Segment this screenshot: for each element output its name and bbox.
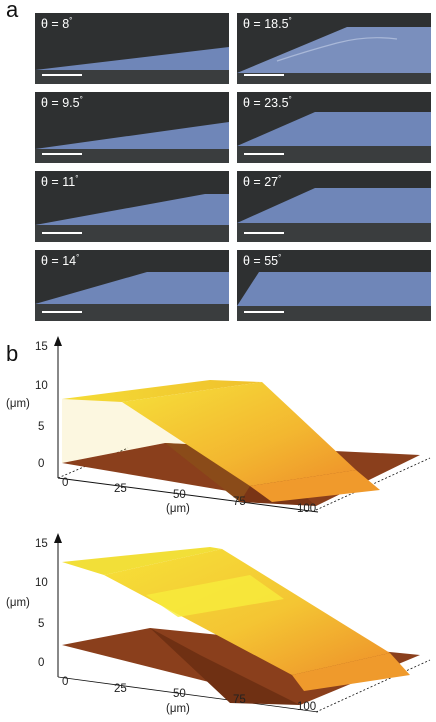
sem-image-graphic (237, 112, 431, 163)
z-axis-unit: (μm) (6, 398, 30, 410)
theta-value: θ = 8 (41, 17, 70, 32)
panel-a-letter: a (6, 0, 19, 22)
scale-bar (42, 232, 82, 234)
surface-plot-graphic (54, 336, 431, 513)
theta-value: θ = 55 (243, 254, 279, 269)
x-axis-unit: (μm) (166, 503, 190, 515)
sem-image-graphic (237, 27, 431, 84)
scale-bar (244, 232, 284, 234)
z-tick-label: 5 (38, 421, 45, 433)
degree-sign: ° (69, 16, 73, 25)
z-tick-label: 15 (35, 538, 48, 550)
scale-bar (244, 311, 284, 313)
degree-sign: ° (278, 253, 282, 262)
sem-image-theta-23-5: θ = 23.5° (237, 92, 431, 163)
sem-image-theta-27: θ = 27° (237, 171, 431, 242)
theta-value: θ = 11 (41, 175, 76, 190)
scale-bar (244, 74, 284, 76)
scale-bar (42, 311, 82, 313)
theta-value: θ = 14 (41, 254, 77, 269)
sem-image-theta-55: θ = 55° (237, 250, 431, 321)
degree-sign: ° (75, 174, 79, 183)
x-tick-label: 25 (114, 683, 127, 695)
sem-image-graphic (35, 122, 229, 163)
degree-sign: ° (288, 16, 292, 25)
degree-sign: ° (79, 95, 83, 104)
sem-image-theta-18-5: θ = 18.5° (237, 13, 431, 84)
theta-value: θ = 23.5 (243, 96, 289, 111)
x-tick-label: 100 (297, 701, 317, 713)
theta-label: θ = 9.5° (41, 95, 83, 110)
sem-image-theta-8: θ = 8° (35, 13, 229, 84)
x-tick-label: 75 (233, 694, 246, 706)
z-tick-label: 5 (38, 618, 45, 630)
theta-label: θ = 14° (41, 253, 79, 268)
sem-image-theta-9-5: θ = 9.5° (35, 92, 229, 163)
theta-value: θ = 9.5 (41, 96, 80, 111)
z-axis-unit: (μm) (6, 597, 30, 609)
x-tick-label: 50 (173, 489, 186, 501)
theta-label: θ = 27° (243, 174, 281, 189)
degree-sign: ° (278, 174, 282, 183)
degree-sign: ° (76, 253, 80, 262)
theta-value: θ = 27 (243, 175, 279, 190)
scale-bar (42, 74, 82, 76)
z-tick-label: 0 (38, 657, 45, 669)
x-tick-label: 0 (62, 676, 69, 688)
sem-image-graphic (35, 272, 229, 321)
surface-plot-graphic (54, 533, 431, 713)
z-tick-label: 10 (35, 577, 48, 589)
sem-image-graphic (237, 188, 431, 242)
panel-b-letter: b (6, 341, 19, 366)
scale-bar (42, 153, 82, 155)
surface-plot-1: 15 10 (μm) 5 0 0 25 50 (μm) 75 100 (0, 330, 436, 520)
sem-image-graphic (237, 272, 431, 321)
z-tick-label: 15 (35, 341, 48, 353)
x-tick-label: 0 (62, 477, 69, 489)
theta-value: θ = 18.5 (243, 17, 289, 32)
sem-image-graphic (35, 47, 229, 84)
surface-plot-2: 15 10 (μm) 5 0 0 25 50 (μm) 75 100 (0, 525, 436, 722)
x-tick-label: 25 (114, 483, 127, 495)
scale-bar (244, 153, 284, 155)
x-tick-label: 100 (297, 503, 317, 515)
sem-image-theta-11: θ = 11° (35, 171, 229, 242)
degree-sign: ° (288, 95, 292, 104)
theta-label: θ = 23.5° (243, 95, 292, 110)
sem-image-theta-14: θ = 14° (35, 250, 229, 321)
z-tick-label: 10 (35, 380, 48, 392)
sem-image-grid: θ = 8° θ = 9.5° θ = 11° θ = 14° (35, 13, 431, 325)
theta-label: θ = 55° (243, 253, 281, 268)
x-axis-unit: (μm) (166, 703, 190, 715)
x-tick-label: 50 (173, 688, 186, 700)
theta-label: θ = 11° (41, 174, 78, 189)
theta-label: θ = 18.5° (243, 16, 292, 31)
sem-image-graphic (35, 194, 229, 242)
z-tick-label: 0 (38, 458, 45, 470)
theta-label: θ = 8° (41, 16, 72, 31)
x-tick-label: 75 (233, 496, 246, 508)
